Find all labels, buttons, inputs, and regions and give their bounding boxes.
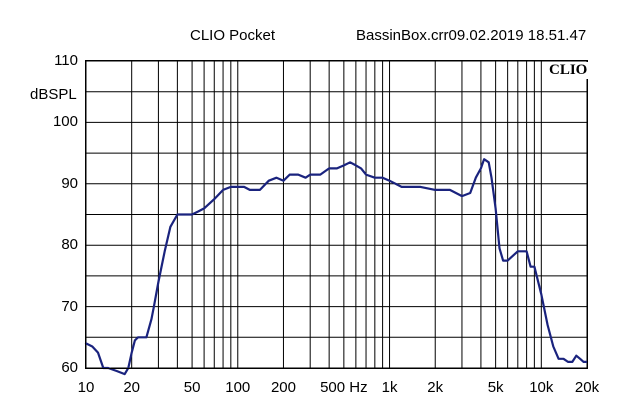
- y-tick-label: 90: [61, 174, 78, 192]
- y-tick-label: 70: [61, 297, 78, 315]
- y-tick-label: 100: [52, 113, 78, 131]
- x-tick-label: 100: [225, 379, 251, 396]
- brand-logo: CLIO: [547, 62, 590, 79]
- x-tick-label: 10: [77, 379, 95, 396]
- x-tick-label: 200: [270, 379, 296, 396]
- y-axis-label: dBSPL: [30, 86, 77, 103]
- x-tick-label: 1k: [381, 379, 398, 396]
- y-tick-label: 80: [61, 236, 78, 254]
- y-tick-label: 110: [54, 52, 78, 69]
- x-tick-label: 20: [123, 379, 141, 396]
- x-tick-label: 50: [183, 379, 201, 396]
- grid-lines: [85, 60, 588, 369]
- x-tick-label: 500 Hz: [320, 379, 368, 396]
- x-tick-label: 20k: [574, 379, 600, 396]
- y-tick-label: 60: [61, 359, 78, 376]
- file-info: BassinBox.crr09.02.2019 18.51.47: [356, 27, 587, 44]
- x-tick-label: 2k: [427, 379, 444, 396]
- x-tick-label: 10k: [529, 379, 554, 396]
- app-title: CLIO Pocket: [190, 27, 276, 44]
- frequency-response-line: [84, 158, 589, 376]
- x-tick-label: 5k: [487, 379, 504, 396]
